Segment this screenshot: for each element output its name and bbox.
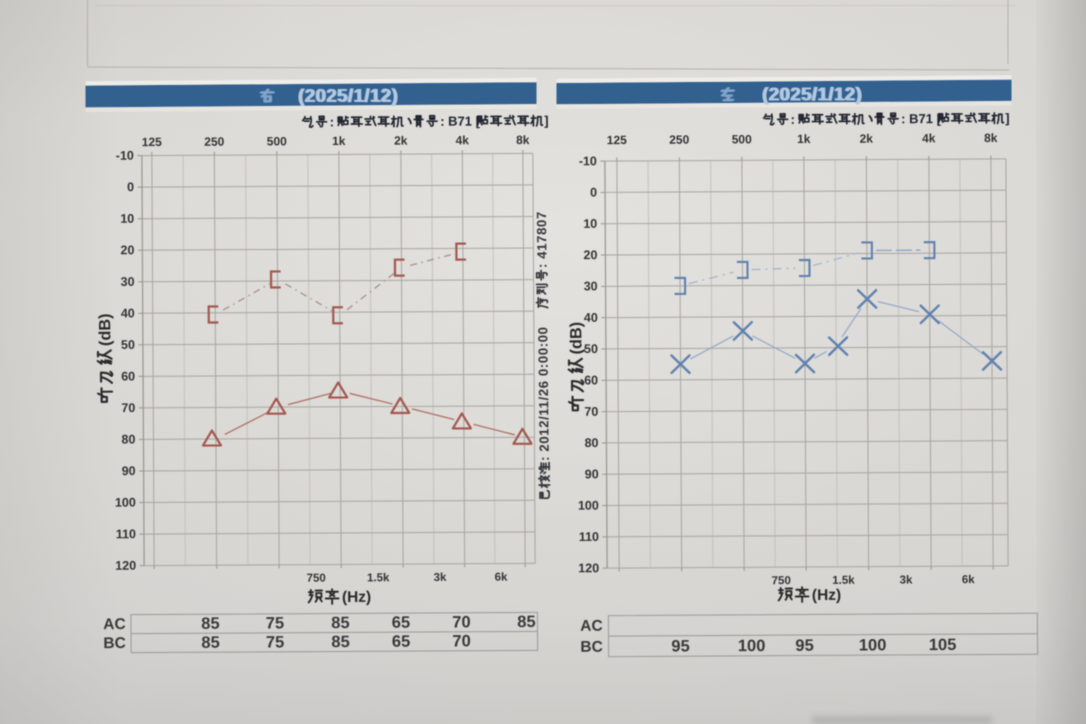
svg-text:8k: 8k [984,131,998,145]
svg-text:60: 60 [584,373,598,387]
svg-text:6k: 6k [962,574,975,586]
svg-text:85: 85 [331,633,349,651]
svg-text:85: 85 [331,614,349,632]
svg-text:120: 120 [578,561,599,575]
svg-text:2k: 2k [860,132,874,146]
svg-text:-10: -10 [116,149,134,163]
svg-text:BC: BC [103,635,125,652]
svg-text:65: 65 [392,614,410,632]
svg-text:85: 85 [517,613,535,631]
svg-text:60: 60 [121,369,135,383]
svg-text:8k: 8k [516,133,530,147]
svg-text:0: 0 [127,180,134,194]
svg-text:4k: 4k [922,131,936,145]
svg-text:70: 70 [452,613,470,631]
svg-text:100: 100 [859,636,887,654]
svg-text:(2025/1/12): (2025/1/12) [761,83,861,105]
svg-text:: 417807: : 417807 [534,211,550,268]
svg-text:500: 500 [267,134,287,148]
svg-text:125: 125 [607,133,627,147]
svg-text:AC: AC [103,616,125,633]
svg-text:(dB): (dB) [96,313,114,346]
svg-text:80: 80 [121,432,135,446]
svg-text:1k: 1k [797,132,811,146]
svg-text:75: 75 [266,614,284,632]
svg-text:(dB): (dB) [567,322,585,355]
svg-text:85: 85 [201,634,219,652]
svg-text:70: 70 [584,405,598,419]
svg-text:110: 110 [579,530,599,544]
svg-text::: : [791,112,795,127]
svg-text:2k: 2k [394,134,408,148]
svg-text:(2025/1/12): (2025/1/12) [299,85,399,106]
svg-text:30: 30 [121,275,135,289]
svg-text:750: 750 [307,573,326,585]
svg-text:100: 100 [738,637,766,655]
svg-text:10: 10 [120,212,134,226]
svg-text:85: 85 [201,615,219,633]
svg-text:: 2012/11/26 0:00:00: : 2012/11/26 0:00:00 [535,318,552,461]
svg-text:1k: 1k [332,134,346,148]
svg-text:80: 80 [585,436,599,450]
svg-text:20: 20 [120,243,134,257]
svg-text:3k: 3k [900,574,913,586]
svg-text:: B71 [: : B71 [ [440,114,480,129]
svg-text:3k: 3k [434,572,447,584]
svg-text:50: 50 [121,338,135,352]
svg-text:90: 90 [585,467,599,481]
svg-text:(2025/1/12): (2025/1/12) [297,84,397,106]
svg-text:70: 70 [452,632,470,650]
svg-text:110: 110 [116,527,136,541]
svg-text:95: 95 [795,637,813,655]
svg-text:100: 100 [115,496,136,510]
svg-text:(Hz): (Hz) [812,587,841,604]
svg-text:250: 250 [669,133,689,147]
svg-text:4k: 4k [456,133,470,147]
svg-text:]: ] [1005,111,1009,126]
svg-text:BC: BC [580,639,602,656]
svg-text:AC: AC [580,618,602,635]
svg-text:(2025/1/12): (2025/1/12) [763,83,863,104]
svg-text:1.5k: 1.5k [367,572,390,584]
svg-text:-10: -10 [579,154,597,168]
svg-text:105: 105 [929,636,957,654]
svg-text:30: 30 [584,279,598,293]
svg-text:20: 20 [583,248,597,262]
svg-text:: B71 [: : B71 [ [901,111,941,126]
svg-text:90: 90 [122,464,136,478]
svg-text:(Hz): (Hz) [342,589,371,606]
svg-text:250: 250 [204,135,224,149]
svg-text:]: ] [544,113,548,128]
svg-text:40: 40 [121,306,135,320]
svg-text:40: 40 [584,311,598,325]
svg-text:70: 70 [121,401,135,415]
svg-text:50: 50 [584,342,598,356]
svg-text:95: 95 [671,637,689,655]
svg-text:120: 120 [115,559,136,573]
svg-text:125: 125 [142,135,162,149]
svg-text:0: 0 [590,185,597,199]
svg-text:10: 10 [583,217,597,231]
svg-text:500: 500 [732,132,752,146]
svg-text:65: 65 [392,633,410,651]
svg-text:6k: 6k [495,572,508,584]
svg-text:1.5k: 1.5k [832,575,855,587]
svg-text:100: 100 [578,499,599,513]
svg-text::: : [330,114,334,129]
svg-text:750: 750 [772,575,791,587]
svg-text:75: 75 [266,633,284,651]
